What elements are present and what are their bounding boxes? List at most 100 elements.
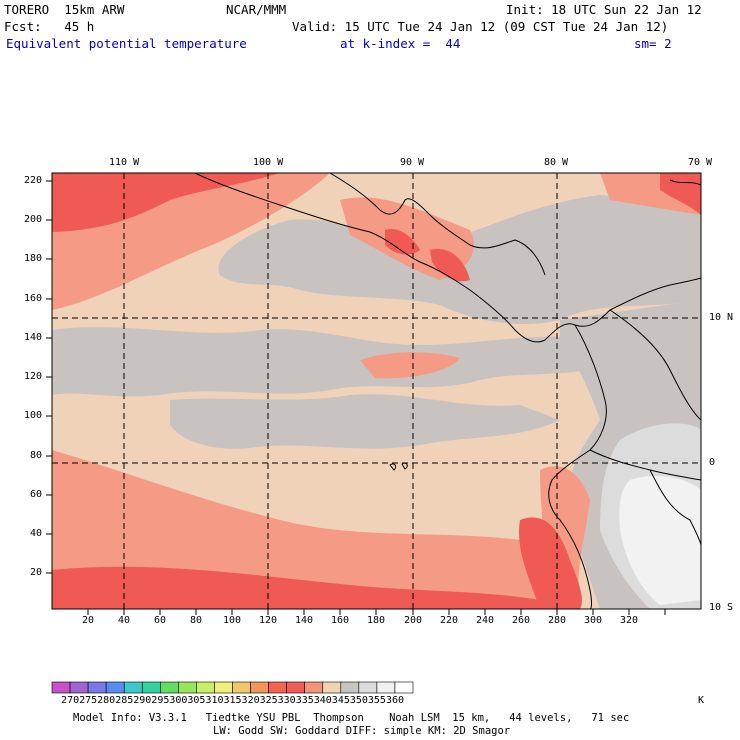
dark-salmon-patch (385, 229, 420, 255)
colorbar-swatch (376, 681, 396, 694)
colorbar-swatch (87, 681, 107, 694)
y-grid-label: 120 (24, 371, 43, 382)
colorbar-swatch (105, 681, 125, 694)
colorbar-label: 335 (295, 695, 314, 706)
colorbar-swatch (123, 681, 143, 694)
y-grid-label: 140 (24, 332, 43, 343)
forecast-hour: Fcst: 45 h (4, 19, 95, 34)
colorbar-swatch (51, 681, 71, 694)
dark-salmon-patch (660, 173, 701, 215)
y-grid-label: 100 (24, 410, 43, 421)
colorbar-swatch (304, 681, 324, 694)
colorbar-label: 285 (115, 695, 134, 706)
colorbar-label: 330 (277, 695, 296, 706)
gray-band (52, 327, 620, 397)
dark-salmon-region (52, 173, 280, 232)
colorbar-label: 345 (331, 695, 350, 706)
lat-label: 10 N (709, 312, 734, 323)
x-grid-label: 40 (118, 615, 131, 626)
x-grid-label: 140 (295, 615, 314, 626)
colorbar-swatch (141, 681, 161, 694)
coastlines (194, 173, 701, 609)
model-info: Model Info: V3.3.1 Tiedtke YSU PBL Thomp… (73, 712, 630, 724)
field-name: Equivalent potential temperature (6, 36, 247, 51)
x-grid-label: 200 (404, 615, 423, 626)
colorbar-swatch (250, 681, 269, 694)
colorbar-label: 295 (151, 695, 170, 706)
colorbar-label: 280 (97, 695, 116, 706)
x-grid-label: 300 (584, 615, 603, 626)
x-grid-label: 100 (223, 615, 242, 626)
axis-ticks (46, 180, 666, 615)
physics-info: LW: Godd SW: Goddard DIFF: simple KM: 2D… (213, 725, 511, 737)
x-grid-label: 320 (620, 615, 639, 626)
y-grid-label: 20 (30, 567, 43, 578)
colorbar-label: 300 (169, 695, 188, 706)
x-grid-label: 240 (476, 615, 495, 626)
y-grid-label: 40 (30, 528, 43, 539)
y-grid-label: 220 (24, 175, 43, 186)
colorbar-swatch (394, 681, 414, 694)
colorbar-label: 275 (79, 695, 98, 706)
model-title: TORERO 15km ARW (4, 2, 125, 17)
colorbar-label: 350 (349, 695, 368, 706)
x-grid-label: 260 (512, 615, 531, 626)
center-title: NCAR/MMM (226, 2, 287, 17)
colorbar-swatch (196, 681, 215, 694)
lon-label: 100 W (253, 157, 284, 168)
colorbar-label: 270 (61, 695, 80, 706)
colorbar-swatch (358, 681, 378, 694)
y-grid-label: 160 (24, 293, 43, 304)
lat-label: 10 S (709, 602, 734, 613)
white-region (619, 475, 701, 605)
x-grid-label: 160 (331, 615, 350, 626)
x-grid-label: 120 (259, 615, 278, 626)
colorbar-swatch (232, 681, 251, 694)
colorbar-label: 340 (313, 695, 332, 706)
colorbar-unit: K (698, 695, 705, 706)
colorbar-label: 320 (241, 695, 260, 706)
colorbar-label: 305 (187, 695, 206, 706)
colorbar-label: 310 (205, 695, 224, 706)
x-grid-label: 180 (367, 615, 386, 626)
colorbar-label: 355 (367, 695, 386, 706)
theta-e-field (52, 173, 701, 609)
y-grid-label: 80 (30, 450, 43, 461)
x-grid-label: 60 (154, 615, 167, 626)
init-time: Init: 18 UTC Sun 22 Jan 12 (506, 2, 702, 17)
lon-label: 80 W (544, 157, 569, 168)
y-grid-label: 60 (30, 489, 43, 500)
lon-label: 90 W (400, 157, 425, 168)
x-grid-label: 280 (548, 615, 567, 626)
latlon-grid (52, 173, 701, 609)
colorbar-label: 325 (259, 695, 278, 706)
salmon-patch (360, 352, 460, 379)
x-grid-label: 220 (440, 615, 459, 626)
x-grid-label: 20 (82, 615, 95, 626)
colorbar-label: 360 (385, 695, 404, 706)
colorbar-swatch (268, 681, 287, 694)
dark-salmon-region (52, 566, 550, 609)
x-grid-label: 80 (190, 615, 203, 626)
valid-time: Valid: 15 UTC Tue 24 Jan 12 (09 CST Tue … (292, 19, 669, 34)
colorbar-swatch (322, 681, 342, 694)
dark-salmon-region (519, 517, 582, 609)
colorbar-swatch (214, 681, 233, 694)
level-index: at k-index = 44 (340, 36, 461, 51)
colorbar-swatch (178, 681, 197, 694)
dark-salmon-patch (430, 249, 470, 282)
colorbar-swatch (340, 681, 360, 694)
colorbar-swatch (160, 681, 179, 694)
colorbar-label: 315 (223, 695, 242, 706)
y-grid-label: 180 (24, 253, 43, 264)
lon-label: 110 W (109, 157, 140, 168)
colorbar-swatch (69, 681, 89, 694)
colorbar-swatch (286, 681, 305, 694)
y-grid-label: 200 (24, 214, 43, 225)
colorbar (51, 681, 414, 694)
colorbar-label: 290 (133, 695, 152, 706)
lon-label: 70 W (688, 157, 713, 168)
lat-label: 0 (709, 457, 716, 468)
smoothing: sm= 2 (634, 36, 672, 51)
